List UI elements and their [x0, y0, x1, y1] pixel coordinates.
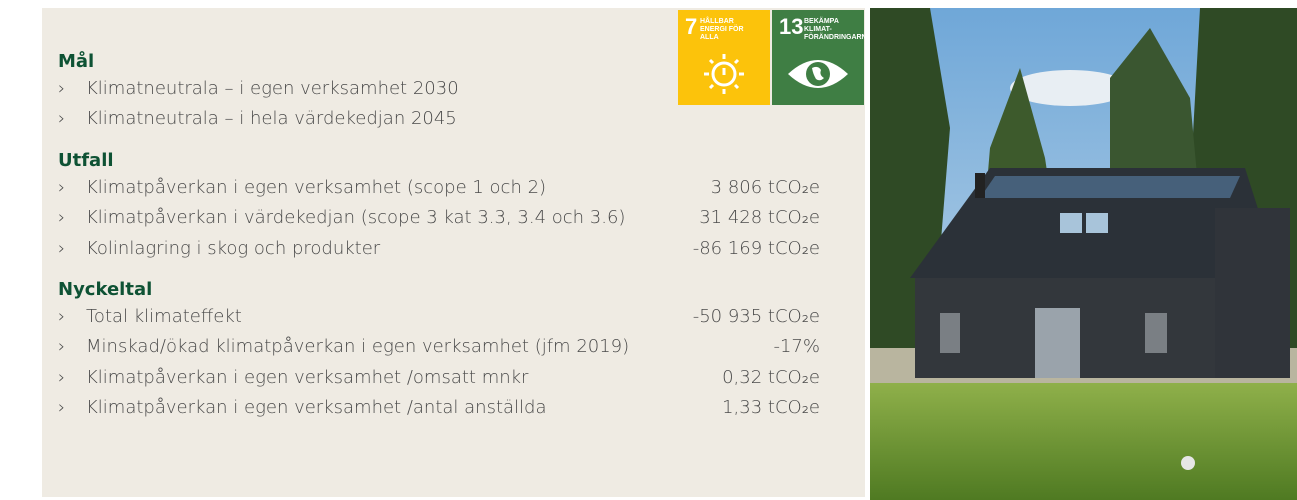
item-value: -86 169 tCO₂e: [693, 234, 820, 264]
sdg-7-badge: 7 HÅLLBAR ENERGI FÖR ALLA: [678, 10, 770, 105]
bullet: ›: [58, 302, 65, 332]
list-item: › Klimatpåverkan i egen verksamhet /antal…: [58, 393, 820, 423]
bullet: ›: [58, 363, 65, 393]
item-text: Klimatpåverkan i egen verksamhet (scope …: [86, 173, 546, 203]
content: Mål›Klimatneutrala – i egen verksamhet 2…: [58, 50, 820, 424]
bullet: ›: [58, 74, 65, 104]
sdg-13-badge: 13 BEKÄMPA KLIMAT-FÖRÄNDRINGARNA: [772, 10, 864, 105]
item-value: 3 806 tCO₂e: [711, 173, 820, 203]
list-item: › Klimatpåverkan i egen verksamhet /omsat…: [58, 363, 820, 393]
list-item: › Total klimateffekt -50 935 tCO₂e: [58, 302, 820, 332]
section-heading: Utfall: [58, 149, 820, 173]
item-text: Klimatpåverkan i egen verksamhet /omsatt…: [86, 363, 528, 393]
item-text: Klimatneutrala – i hela värdekedjan 2045: [86, 104, 457, 134]
bullet: ›: [58, 332, 65, 362]
item-text: Klimatneutrala – i egen verksamhet 2030: [86, 74, 459, 104]
sun-icon: [678, 10, 770, 105]
section-heading: Nyckeltal: [58, 278, 820, 302]
list-item: › Minskad/ökad klimatpåverkan i egen verk…: [58, 332, 820, 362]
item-text: Total klimateffekt: [86, 302, 242, 332]
list-item: › Klimatneutrala – i hela värdekedjan 204…: [58, 104, 820, 134]
item-text: Klimatpåverkan i värdekedjan (scope 3 ka…: [86, 203, 625, 233]
page: Mål›Klimatneutrala – i egen verksamhet 2…: [0, 0, 1297, 500]
bullet: ›: [58, 173, 65, 203]
item-value: 31 428 tCO₂e: [699, 203, 820, 233]
bullet: ›: [58, 234, 65, 264]
item-text: Minskad/ökad klimatpåverkan i egen verks…: [86, 332, 629, 362]
item-value: -50 935 tCO₂e: [693, 302, 820, 332]
house-photo: [870, 8, 1297, 500]
list-item: › Kolinlagring i skog och produkter -86 16…: [58, 234, 820, 264]
bullet: ›: [58, 104, 65, 134]
eye-icon: [772, 10, 864, 105]
bullet: ›: [58, 393, 65, 423]
bullet: ›: [58, 203, 65, 233]
item-text: Kolinlagring i skog och produkter: [86, 234, 380, 264]
item-value: 1,33 tCO₂e: [722, 393, 820, 423]
item-value: -17%: [773, 332, 820, 362]
list-item: › Klimatpåverkan i egen verksamhet (scope…: [58, 173, 820, 203]
item-text: Klimatpåverkan i egen verksamhet /antal …: [86, 393, 547, 423]
list-item: › Klimatpåverkan i värdekedjan (scope 3 k…: [58, 203, 820, 233]
item-value: 0,32 tCO₂e: [722, 363, 820, 393]
